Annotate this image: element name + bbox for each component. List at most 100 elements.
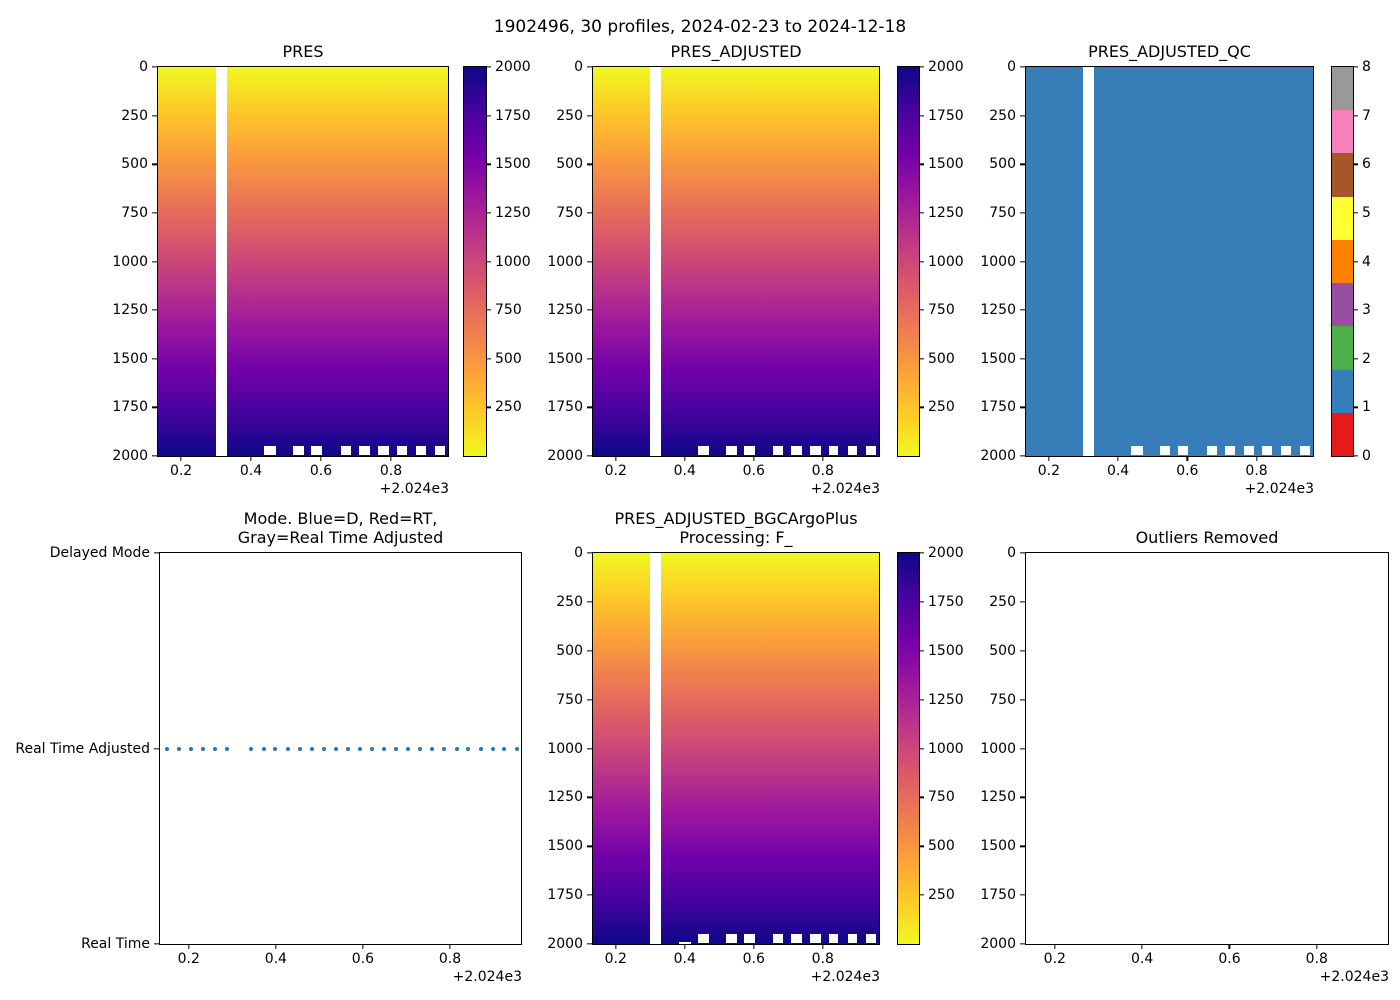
colorbar-pres: 250 500 750 1000 1250 1500 1750 2000: [463, 60, 531, 457]
mode-dot: [466, 746, 471, 751]
colorbar-tick-mark: [1353, 66, 1358, 68]
y-tick-mark: [154, 552, 159, 554]
y-tick-mark: [587, 552, 592, 554]
y-tick-mark: [1020, 358, 1025, 360]
y-tick-mark: [152, 455, 157, 457]
missing-bottom-square: [828, 445, 839, 455]
panel-qc: PRES_ADJUSTED_QC 0 250 500 750 1000 1250 1500 1…: [980, 42, 1314, 497]
y-tick-label: 750: [989, 204, 1016, 221]
colorbar-tick-mark: [919, 212, 924, 214]
mode-dot: [430, 746, 435, 751]
colorbar-tick-mark: [919, 163, 924, 165]
y-tick-label: 1500: [547, 838, 583, 855]
y-tick-mark: [152, 163, 157, 165]
y-tick-mark: [152, 358, 157, 360]
colorbar-tick-label: 500: [928, 350, 955, 367]
mode-dot: [442, 746, 447, 751]
missing-bottom-square: [791, 445, 802, 455]
y-tick-mark: [152, 309, 157, 311]
colorbar-tick-label: 250: [928, 887, 955, 904]
colorbar-tick-label: 6: [1362, 156, 1371, 173]
colorbar-tick-mark: [919, 114, 924, 117]
colorbar-tick-label: 1250: [928, 691, 964, 708]
y-tick-label: 1000: [980, 740, 1016, 757]
y-tick-mark: [587, 747, 592, 750]
qc-colorbar-segment: [1332, 196, 1353, 240]
y-tick-label: 0: [574, 545, 583, 561]
x-tick-mark: [753, 456, 755, 461]
y-tick-label: 500: [989, 642, 1016, 659]
colorbar-tick-mark: [919, 698, 924, 701]
pres-adjusted-heatmap: [593, 67, 879, 456]
missing-bottom-square: [773, 445, 784, 455]
x-tick-label: 0.4: [1106, 463, 1130, 479]
y-tick-mark: [1020, 66, 1025, 68]
y-tick-label: 1250: [980, 789, 1016, 806]
x-tick-label: 0.6: [351, 951, 375, 967]
colorbar-tick-label: 1000: [495, 253, 531, 270]
y-tick-label: 750: [556, 204, 583, 221]
y-tick-mark: [587, 163, 592, 165]
colorbar-tick-mark: [919, 845, 924, 847]
qc-colorbar-segment: [1332, 282, 1353, 327]
missing-bottom-square: [697, 933, 710, 943]
colorbar-tick-mark: [919, 309, 924, 311]
colorbar-tick-mark: [919, 552, 924, 554]
missing-bottom-square: [359, 445, 370, 455]
y-tick-label: 0: [139, 59, 148, 75]
qc-heatmap: [1026, 67, 1313, 456]
panel-bgc-title: PRES_ADJUSTED_BGCArgoPlus Processing: F_: [614, 509, 857, 547]
outliers-x-offset-label: +2.024e3: [1319, 969, 1389, 985]
y-tick-mark: [587, 66, 592, 68]
mode-dot: [309, 746, 314, 751]
missing-bottom-sliver: [679, 941, 691, 944]
mode-dot: [406, 746, 411, 751]
x-tick-mark: [275, 944, 277, 949]
mode-scatter-plot: [160, 553, 521, 944]
missing-profile-gap: [1083, 67, 1095, 456]
y-tick-mark: [587, 406, 592, 409]
x-tick-label: 0.6: [1218, 951, 1241, 967]
x-tick-mark: [753, 944, 755, 949]
colorbar-qc: 0 1 2 3 4 5 6 7 8: [1331, 60, 1371, 463]
x-tick-mark: [250, 456, 252, 461]
colorbar-tick-label: 750: [495, 302, 522, 319]
colorbar-tick-mark: [1353, 358, 1358, 360]
x-tick-mark: [1117, 456, 1119, 461]
y-tick-label: 250: [556, 107, 583, 124]
panel-pres-title: PRES: [282, 42, 324, 61]
y-tick-label: 1500: [547, 350, 583, 367]
y-tick-label: 1000: [547, 740, 583, 757]
colorbar-tick-mark: [1353, 309, 1358, 311]
y-tick-label: 1750: [980, 887, 1016, 904]
y-tick-label: 750: [556, 691, 583, 708]
x-tick-label: 0.8: [811, 951, 834, 967]
y-tick-label: 500: [989, 156, 1016, 173]
colorbar-tick-label: 500: [928, 838, 955, 855]
y-tick-mark: [1020, 601, 1025, 603]
colorbar-tick-mark: [1353, 163, 1358, 165]
y-tick-label: 1750: [112, 399, 148, 416]
y-tick-label: 0: [1007, 545, 1016, 561]
panel-outliers-title: Outliers Removed: [1135, 528, 1279, 547]
colorbar-tick-mark: [919, 358, 924, 360]
y-tick-label: 750: [989, 691, 1016, 708]
y-tick-label: Real Time: [81, 936, 150, 952]
colorbar-tick-label: 2000: [928, 545, 964, 561]
y-tick-mark: [587, 601, 592, 603]
mode-dot: [382, 746, 387, 751]
y-tick-mark: [1020, 114, 1025, 117]
x-tick-mark: [1141, 944, 1143, 949]
y-tick-label: 2000: [547, 448, 583, 464]
y-tick-label: Delayed Mode: [49, 545, 150, 561]
missing-bottom-square: [726, 445, 737, 455]
colorbar-tick-mark: [1353, 114, 1358, 117]
colorbar-tick-mark: [486, 406, 491, 409]
x-tick-label: 0.4: [673, 463, 696, 479]
colorbar-bgc: 250 500 750 1000 1250 1500 1750 2000: [897, 546, 964, 945]
mode-dot: [478, 746, 483, 751]
mode-dot: [213, 746, 218, 751]
y-tick-label: Real Time Adjusted: [15, 740, 150, 757]
y-tick-mark: [152, 66, 157, 68]
y-tick-label: 250: [556, 593, 583, 610]
